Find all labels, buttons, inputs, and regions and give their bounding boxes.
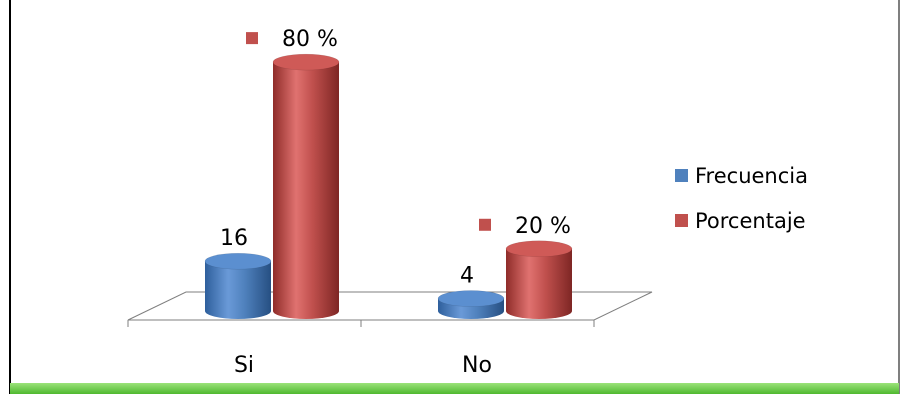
bottom-green-band [10, 383, 899, 394]
data-label-frecuencia-no: 4 [460, 264, 474, 289]
bar-top-porcentaje-no [505, 240, 573, 258]
category-label-no: No [462, 353, 492, 378]
bar-top-frecuencia-no [437, 290, 505, 307]
data-labels-group: 16 80 % 4 20 % [220, 27, 571, 288]
bars-group [204, 53, 573, 319]
data-label-key-porcentaje-no [479, 218, 491, 231]
bar-top-frecuencia-si [204, 252, 272, 270]
data-label-key-porcentaje-si [246, 32, 258, 45]
data-label-porcentaje-no: 20 % [515, 214, 571, 239]
bar-frecuencia-si [205, 261, 271, 319]
bar-porcentaje-no [506, 248, 572, 319]
category-labels-group: Si No [234, 353, 492, 378]
category-label-si: Si [234, 353, 254, 378]
legend-swatch-frecuencia [675, 169, 688, 182]
data-label-frecuencia-si: 16 [220, 226, 248, 251]
bar-top-porcentaje-si [272, 53, 340, 71]
legend-label-porcentaje: Porcentaje [695, 209, 806, 233]
data-label-porcentaje-si: 80 % [282, 27, 338, 52]
bar-porcentaje-si [273, 62, 339, 319]
legend-swatch-porcentaje [675, 214, 688, 227]
legend-label-frecuencia: Frecuencia [695, 164, 808, 188]
legend: Frecuencia Porcentaje [675, 164, 808, 233]
